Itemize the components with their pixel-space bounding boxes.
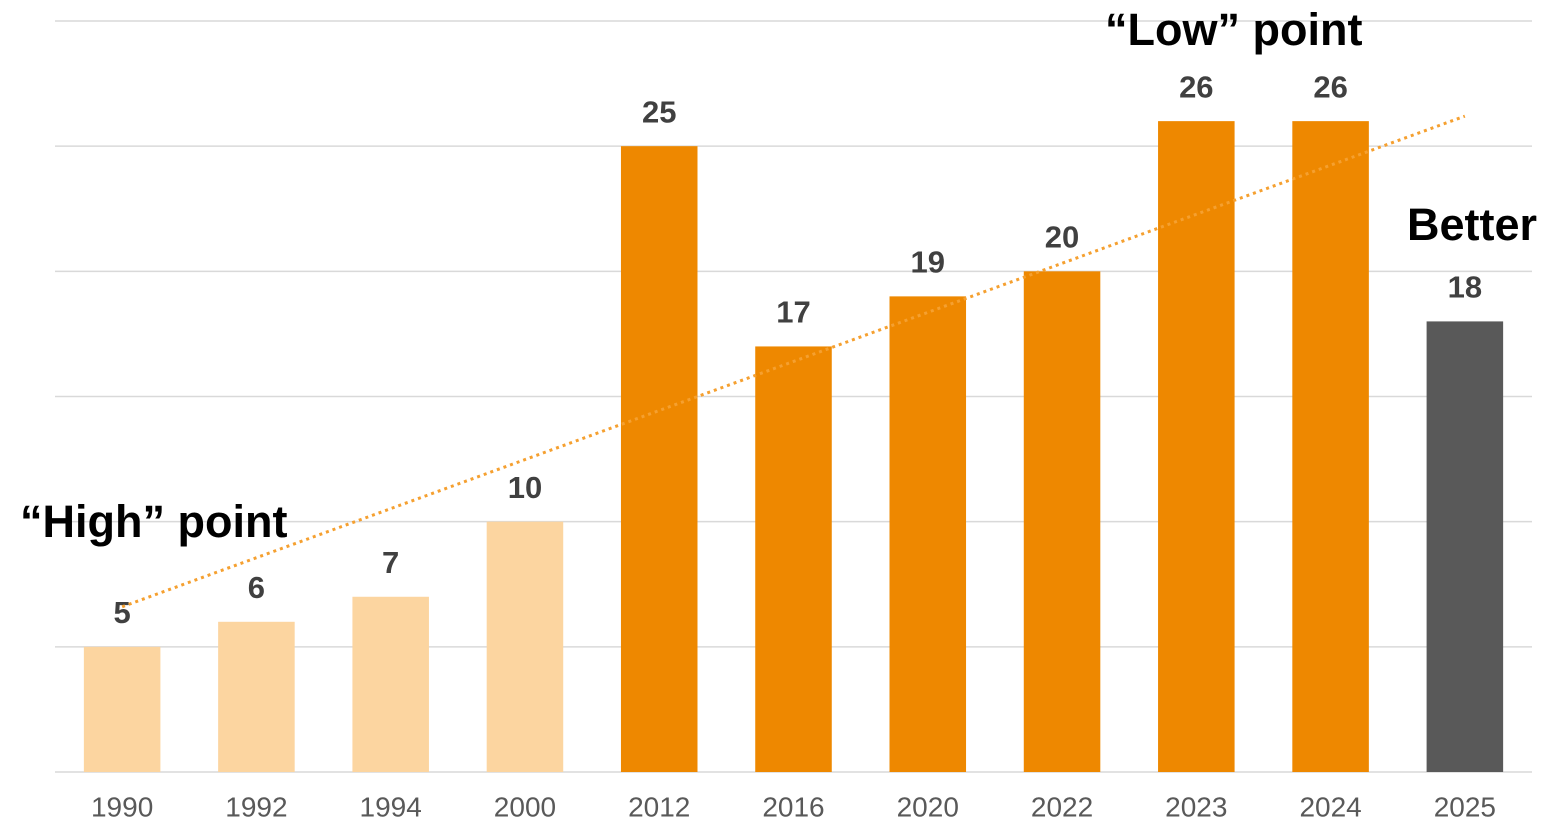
bar <box>889 296 967 772</box>
value-label: 26 <box>1313 69 1347 104</box>
x-tick-label: 1990 <box>91 791 153 822</box>
x-tick-label: 2025 <box>1434 791 1496 822</box>
x-tick-label: 2024 <box>1299 791 1361 822</box>
bar <box>1158 121 1235 773</box>
value-label: 5 <box>114 595 131 630</box>
annotation: “Low” point <box>1105 4 1362 55</box>
value-label: 6 <box>248 570 265 605</box>
bar <box>83 646 161 772</box>
x-tick-label: 1994 <box>360 791 422 822</box>
value-label: 7 <box>382 545 399 580</box>
bar <box>486 521 564 772</box>
value-label: 18 <box>1448 270 1482 305</box>
bar <box>1426 321 1504 772</box>
value-label: 17 <box>776 295 810 330</box>
x-tick-label: 2022 <box>1031 791 1093 822</box>
x-tick-label: 2020 <box>897 791 959 822</box>
bar <box>1292 121 1369 773</box>
value-label: 10 <box>508 470 542 505</box>
trendline <box>121 114 1466 609</box>
x-tick-label: 2012 <box>628 791 690 822</box>
x-tick-label: 2023 <box>1165 791 1227 822</box>
x-tick-label: 2016 <box>762 791 824 822</box>
bar <box>620 146 698 772</box>
value-label: 19 <box>911 245 945 280</box>
annotation: Better <box>1407 199 1537 250</box>
bar <box>218 621 295 772</box>
x-tick-label: 2000 <box>494 791 556 822</box>
bar <box>352 596 429 772</box>
bar <box>755 346 832 772</box>
value-label: 20 <box>1045 220 1079 255</box>
annotation: “High” point <box>20 496 287 547</box>
value-label: 26 <box>1179 69 1213 104</box>
value-label: 25 <box>642 94 676 129</box>
bar <box>1023 271 1101 772</box>
x-tick-label: 1992 <box>225 791 287 822</box>
